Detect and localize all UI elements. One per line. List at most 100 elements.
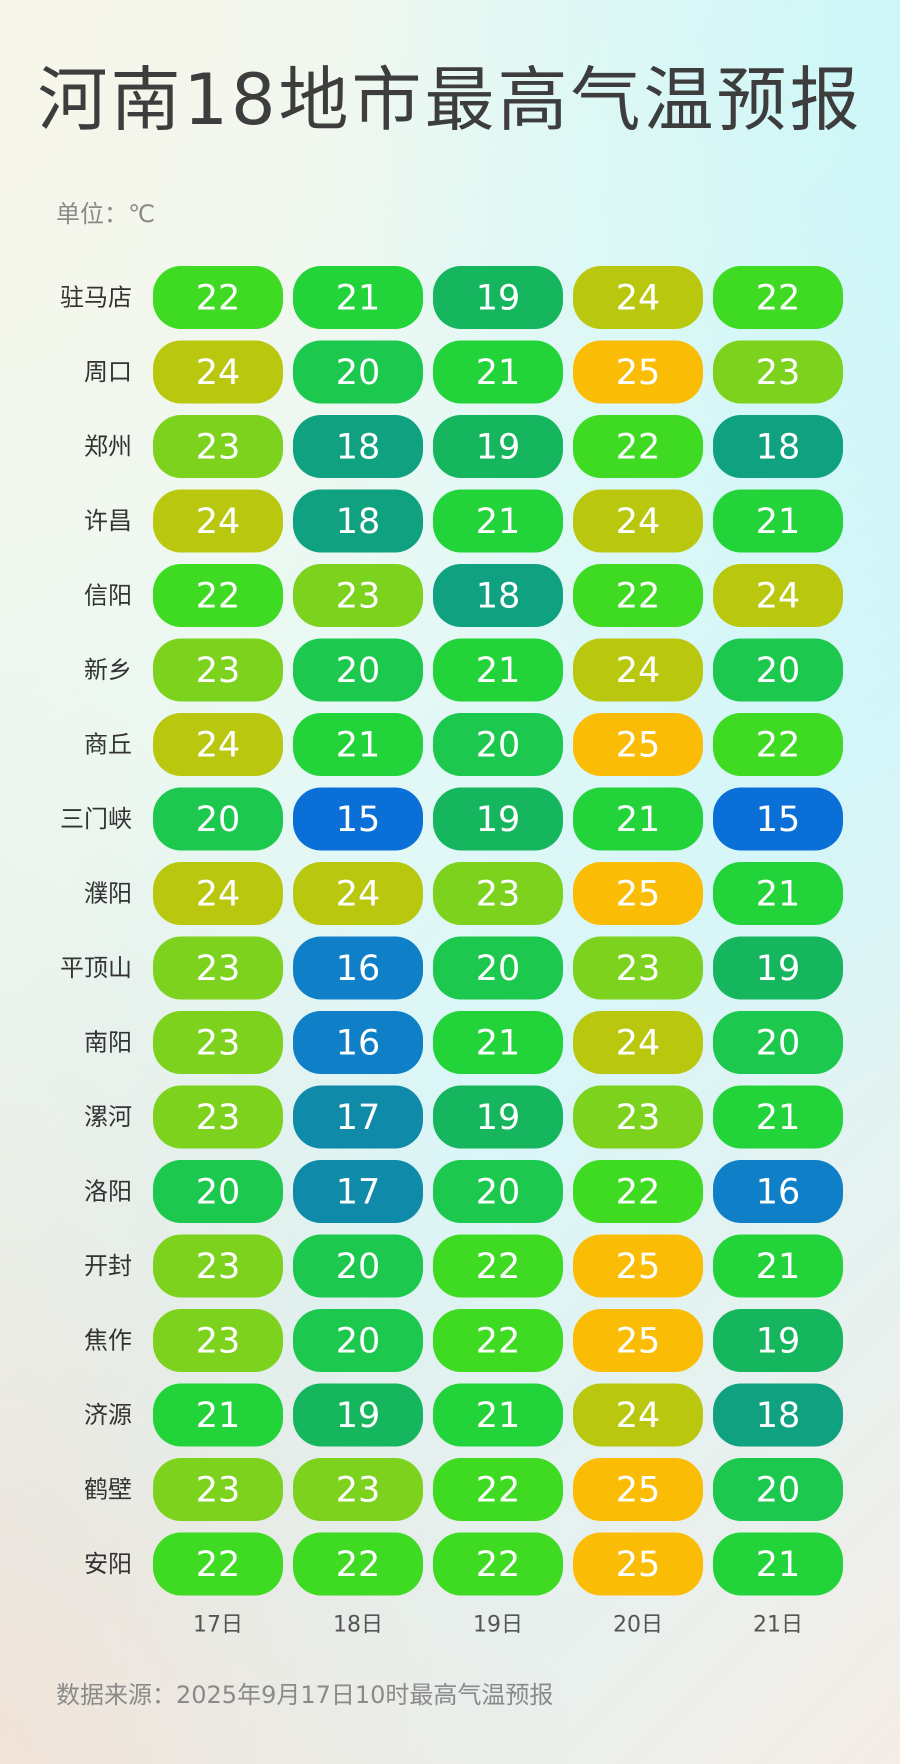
city-label: 许昌 (84, 507, 132, 535)
cell-value: 25 (616, 1545, 661, 1585)
heatmap-cell (573, 787, 703, 851)
cell-value: 24 (756, 577, 801, 617)
heatmap-cell (713, 638, 843, 702)
heatmap-cell (573, 638, 703, 702)
cell-value: 20 (476, 949, 521, 989)
heatmap-cell (433, 340, 563, 404)
cell-value: 16 (756, 1173, 801, 1213)
date-label: 18日 (333, 1613, 383, 1638)
heatmap-cell (433, 1234, 563, 1298)
city-label: 郑州 (84, 433, 132, 461)
page-title: 河南18地市最高气温预报 (37, 59, 863, 141)
cell-value: 23 (196, 1098, 241, 1138)
heatmap-cell (153, 1309, 283, 1372)
heatmap-cell (293, 1458, 423, 1521)
cell-value: 23 (616, 1098, 661, 1138)
cell-value: 21 (196, 1396, 241, 1436)
cell-value: 21 (756, 1098, 801, 1138)
heatmap-cell (713, 1309, 843, 1372)
cell-value: 21 (756, 875, 801, 915)
cell-value: 23 (196, 1024, 241, 1064)
cell-value: 22 (476, 1247, 521, 1287)
cell-value: 15 (756, 800, 801, 840)
cell-value: 22 (616, 577, 661, 617)
heatmap-cell (293, 1085, 423, 1149)
heatmap-cell (573, 1383, 703, 1447)
cell-value: 22 (756, 726, 801, 766)
cell-value: 19 (756, 949, 801, 989)
heatmap-cell (293, 415, 423, 478)
heatmap-cell (293, 1532, 423, 1596)
cell-value: 16 (336, 949, 381, 989)
cell-value: 24 (616, 279, 661, 319)
cell-value: 23 (196, 1322, 241, 1362)
cell-value: 23 (756, 353, 801, 393)
cell-value: 20 (336, 1247, 381, 1287)
cell-value: 19 (336, 1396, 381, 1436)
cell-value: 20 (476, 1173, 521, 1213)
heatmap-cell (293, 1383, 423, 1447)
heatmap-cell (573, 862, 703, 925)
heatmap-cell (433, 1011, 563, 1074)
cell-value: 19 (476, 1098, 521, 1138)
heatmap-cell (153, 787, 283, 851)
heatmap-cell (713, 936, 843, 1000)
cell-value: 25 (616, 353, 661, 393)
city-label: 开封 (84, 1252, 132, 1280)
heatmap-cell (573, 936, 703, 1000)
cell-value: 22 (616, 1173, 661, 1213)
heatmap-cell (433, 1160, 563, 1223)
heatmap-cell (433, 1458, 563, 1521)
cell-value: 22 (476, 1322, 521, 1362)
heatmap-cell (293, 340, 423, 404)
cell-value: 22 (476, 1545, 521, 1585)
city-label: 济源 (84, 1401, 132, 1429)
cell-value: 21 (476, 1396, 521, 1436)
city-label: 南阳 (84, 1029, 132, 1057)
heatmap-cell (153, 415, 283, 478)
heatmap-cell (433, 713, 563, 776)
heatmap-cell (153, 1160, 283, 1223)
cell-value: 25 (616, 1247, 661, 1287)
cell-value: 21 (616, 800, 661, 840)
cell-value: 16 (336, 1024, 381, 1064)
heatmap-cell (433, 1532, 563, 1596)
city-label: 焦作 (84, 1327, 132, 1355)
heatmap-cell (153, 936, 283, 1000)
cell-value: 18 (756, 428, 801, 468)
heatmap-cell (293, 862, 423, 925)
heatmap-cell (153, 340, 283, 404)
cell-value: 18 (756, 1396, 801, 1436)
cell-value: 24 (196, 726, 241, 766)
heatmap-cell (713, 713, 843, 776)
cell-value: 17 (336, 1098, 381, 1138)
city-label: 濮阳 (84, 880, 132, 908)
city-label: 信阳 (84, 582, 132, 610)
heatmap-cell (713, 1383, 843, 1447)
cell-value: 21 (476, 502, 521, 542)
cell-value: 23 (336, 1471, 381, 1511)
city-label: 三门峡 (60, 805, 132, 833)
heatmap-cell (573, 340, 703, 404)
heatmap-cell (573, 1085, 703, 1149)
cell-value: 21 (476, 651, 521, 691)
heatmap-cell (433, 936, 563, 1000)
cell-value: 22 (756, 279, 801, 319)
heatmap-cell (433, 1085, 563, 1149)
cell-value: 24 (336, 875, 381, 915)
cell-value: 19 (476, 279, 521, 319)
heatmap-cell (573, 415, 703, 478)
cell-value: 23 (196, 651, 241, 691)
heatmap-cell (153, 862, 283, 925)
cell-value: 23 (196, 1247, 241, 1287)
heatmap-cell (713, 415, 843, 478)
cell-value: 21 (476, 1024, 521, 1064)
city-label: 漯河 (84, 1103, 132, 1131)
cell-value: 20 (336, 651, 381, 691)
cell-value: 21 (336, 726, 381, 766)
cell-value: 24 (196, 875, 241, 915)
heatmap-cell (573, 1532, 703, 1596)
cell-value: 24 (616, 1024, 661, 1064)
heatmap-cell (713, 1085, 843, 1149)
